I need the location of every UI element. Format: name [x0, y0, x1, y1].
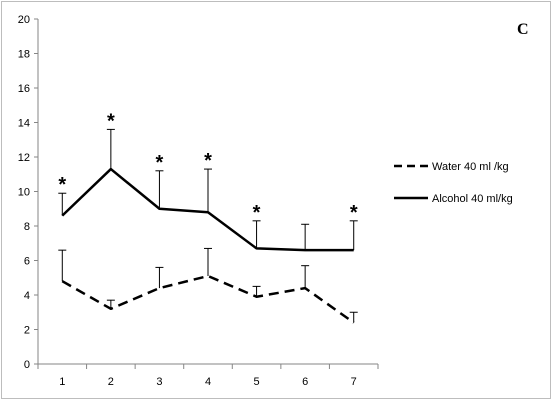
y-tick-label: 6	[24, 256, 30, 268]
series-line	[61, 167, 354, 252]
series-line	[61, 274, 355, 324]
x-tick-label: 5	[254, 376, 260, 388]
significance-star: *	[107, 110, 115, 132]
legend: Water 40 ml /kg Alcohol 40 ml/kg	[394, 161, 513, 205]
y-tick-label: 14	[18, 118, 30, 130]
error-bars	[58, 128, 358, 323]
x-tick-label: 3	[156, 376, 162, 388]
y-tick-label: 18	[18, 49, 30, 61]
x-tick-label: 1	[59, 376, 65, 388]
y-tick-label: 4	[24, 290, 30, 302]
x-tick-label: 6	[302, 376, 308, 388]
y-tick-label: 12	[18, 152, 30, 164]
panel-label: C	[517, 21, 529, 38]
x-tick-label: 2	[108, 376, 114, 388]
y-tick-label: 16	[18, 83, 30, 95]
significance-star: *	[156, 152, 164, 174]
significance-star: *	[204, 150, 212, 172]
y-tick-label: 20	[18, 14, 30, 26]
y-tick-label: 0	[24, 359, 30, 371]
x-tick-label: 7	[351, 376, 357, 388]
x-tick-label: 4	[205, 376, 211, 388]
y-tick-label: 10	[18, 187, 30, 199]
legend-label: Water 40 ml /kg	[432, 161, 509, 173]
y-tick-label: 2	[24, 325, 30, 337]
significance-markers: * * * * * *	[58, 110, 357, 223]
y-tick-label: 8	[24, 221, 30, 233]
significance-star: *	[58, 174, 66, 196]
legend-label: Alcohol 40 ml/kg	[432, 193, 513, 205]
series-lines	[61, 167, 355, 324]
significance-star: *	[253, 202, 261, 224]
significance-star: *	[350, 202, 358, 224]
